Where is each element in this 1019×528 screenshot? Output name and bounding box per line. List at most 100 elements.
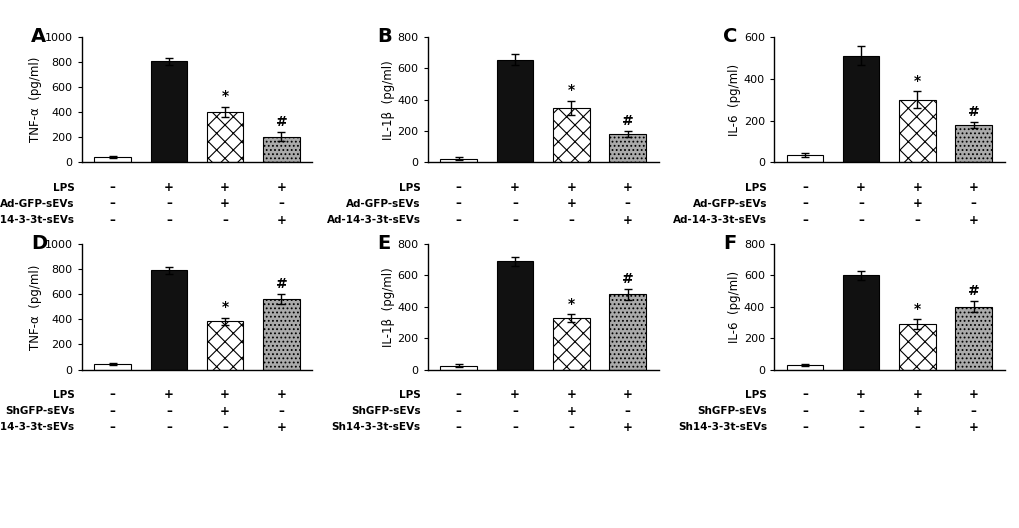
Bar (263, 137, 300, 163)
Text: +: + (510, 181, 520, 194)
Text: –: – (109, 181, 115, 194)
Bar (608, 294, 645, 370)
Text: +: + (566, 197, 576, 210)
Text: #: # (275, 277, 287, 291)
Text: –: – (914, 421, 919, 434)
Text: +: + (622, 421, 632, 434)
Bar (94, 157, 130, 163)
Text: –: – (455, 197, 462, 210)
Text: LPS: LPS (745, 183, 766, 193)
Text: ShGFP-sEVs: ShGFP-sEVs (5, 406, 74, 416)
Bar (440, 366, 477, 370)
Text: LPS: LPS (53, 183, 74, 193)
Bar (496, 261, 533, 370)
Text: LPS: LPS (745, 390, 766, 400)
Y-axis label: IL-6  (pg/ml): IL-6 (pg/ml) (728, 271, 740, 343)
Text: F: F (722, 234, 736, 253)
Text: –: – (857, 197, 863, 210)
Text: –: – (109, 404, 115, 418)
Text: –: – (512, 197, 518, 210)
Text: +: + (276, 214, 286, 227)
Bar (955, 125, 991, 163)
Text: –: – (278, 404, 284, 418)
Text: C: C (722, 27, 737, 46)
Text: +: + (855, 181, 865, 194)
Text: –: – (455, 181, 462, 194)
Text: +: + (968, 421, 977, 434)
Bar (842, 276, 878, 370)
Text: –: – (512, 421, 518, 434)
Text: –: – (801, 214, 807, 227)
Text: +: + (164, 181, 173, 194)
Text: +: + (622, 388, 632, 401)
Text: +: + (855, 388, 865, 401)
Text: +: + (968, 388, 977, 401)
Text: Sh14-3-3t-sEVs: Sh14-3-3t-sEVs (331, 422, 421, 432)
Text: –: – (801, 404, 807, 418)
Text: –: – (455, 388, 462, 401)
Text: –: – (109, 214, 115, 227)
Text: –: – (801, 181, 807, 194)
Bar (552, 108, 589, 163)
Text: +: + (622, 214, 632, 227)
Text: #: # (967, 105, 978, 119)
Text: Ad-14-3-3t-sEVs: Ad-14-3-3t-sEVs (673, 215, 766, 225)
Text: –: – (568, 214, 574, 227)
Bar (786, 155, 822, 163)
Y-axis label: IL-1β  (pg/ml): IL-1β (pg/ml) (381, 60, 394, 139)
Y-axis label: IL-6  (pg/ml): IL-6 (pg/ml) (728, 64, 740, 136)
Text: #: # (622, 114, 633, 128)
Text: +: + (622, 181, 632, 194)
Text: +: + (510, 388, 520, 401)
Text: #: # (622, 271, 633, 286)
Bar (207, 321, 244, 370)
Text: –: – (166, 214, 171, 227)
Text: –: – (970, 404, 976, 418)
Bar (786, 365, 822, 370)
Text: LPS: LPS (398, 390, 421, 400)
Bar (440, 158, 477, 163)
Text: –: – (222, 421, 228, 434)
Text: +: + (220, 388, 230, 401)
Text: –: – (801, 197, 807, 210)
Text: +: + (220, 197, 230, 210)
Y-axis label: TNF-α  (pg/ml): TNF-α (pg/ml) (29, 264, 42, 350)
Bar (496, 60, 533, 163)
Text: –: – (166, 421, 171, 434)
Text: #: # (967, 284, 978, 298)
Text: +: + (912, 197, 921, 210)
Text: E: E (377, 234, 390, 253)
Bar (151, 61, 186, 163)
Text: +: + (220, 181, 230, 194)
Text: –: – (455, 404, 462, 418)
Y-axis label: TNF-α  (pg/ml): TNF-α (pg/ml) (29, 57, 42, 143)
Text: –: – (512, 404, 518, 418)
Text: *: * (568, 297, 575, 311)
Text: Sh14-3-3t-sEVs: Sh14-3-3t-sEVs (0, 422, 74, 432)
Text: +: + (566, 388, 576, 401)
Text: *: * (913, 302, 920, 316)
Text: +: + (566, 404, 576, 418)
Text: +: + (220, 404, 230, 418)
Text: Ad-GFP-sEVs: Ad-GFP-sEVs (346, 199, 421, 209)
Bar (552, 318, 589, 370)
Text: +: + (276, 421, 286, 434)
Text: Ad-14-3-3t-sEVs: Ad-14-3-3t-sEVs (0, 215, 74, 225)
Text: Sh14-3-3t-sEVs: Sh14-3-3t-sEVs (678, 422, 766, 432)
Text: A: A (31, 27, 46, 46)
Text: –: – (455, 214, 462, 227)
Text: +: + (276, 388, 286, 401)
Text: –: – (512, 214, 518, 227)
Text: +: + (912, 388, 921, 401)
Bar (842, 56, 878, 163)
Text: –: – (857, 404, 863, 418)
Text: –: – (166, 197, 171, 210)
Text: –: – (857, 214, 863, 227)
Bar (899, 324, 934, 370)
Text: –: – (857, 421, 863, 434)
Text: *: * (913, 74, 920, 88)
Text: –: – (278, 197, 284, 210)
Text: –: – (801, 388, 807, 401)
Text: +: + (566, 181, 576, 194)
Text: –: – (166, 404, 171, 418)
